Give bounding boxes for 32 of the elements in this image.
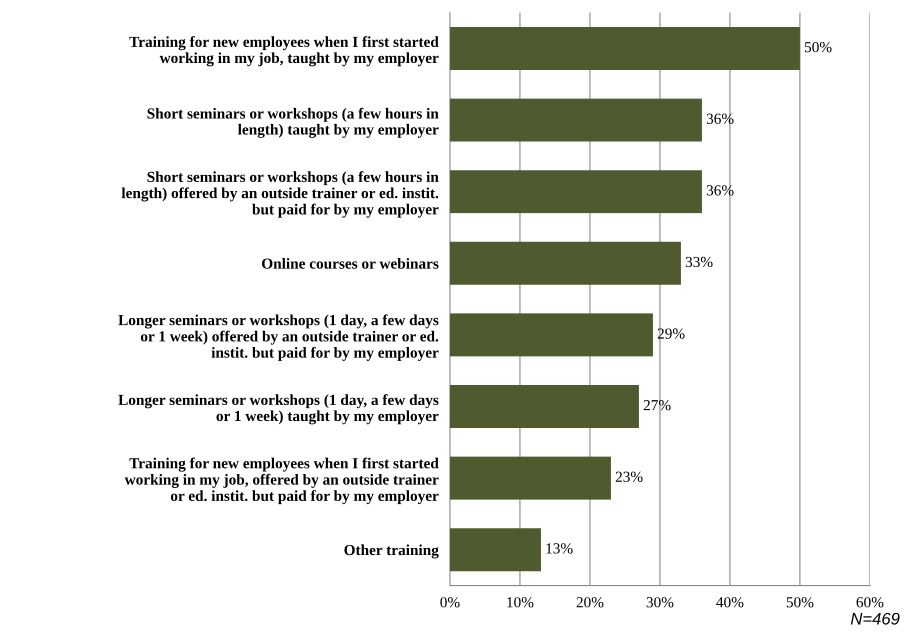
x-tick-label: 20% <box>576 597 604 608</box>
data-label: 50% <box>804 42 832 52</box>
x-tick-label: 40% <box>716 597 744 608</box>
x-tick-label: 30% <box>646 597 674 608</box>
data-label: 36% <box>706 185 734 196</box>
bar <box>450 456 611 500</box>
data-label: 13% <box>546 543 573 554</box>
x-tick-label: 10% <box>507 597 534 608</box>
bar <box>450 242 681 285</box>
y-tick-label: Short seminars or workshops (a few hours in length) offered by an outside trainer or ed. instit. but paid for by my employer <box>122 171 439 218</box>
data-label: 29% <box>658 328 685 339</box>
text: N=469 <box>850 612 900 625</box>
bar <box>450 98 702 142</box>
bar <box>450 26 800 70</box>
data-label: 33% <box>686 256 713 268</box>
bar <box>450 385 639 428</box>
y-tick-label: Other training <box>344 544 439 558</box>
y-tick-label: Short seminars or workshops (a few hours in length) taught by my employer <box>148 108 439 138</box>
bar <box>450 313 653 356</box>
y-tick-label: Training for new employees when I first started working in my job, offered by an outside trainer or ed. instit. but paid for by my employer <box>124 458 439 504</box>
data-label: 36% <box>706 114 734 124</box>
x-tick-label: 50% <box>786 597 814 608</box>
y-tick-label: Online courses or webinars <box>262 258 438 269</box>
x-tick-label: 60% <box>856 597 884 608</box>
y-tick-label: Longer seminars or workshops (1 day, a few days or 1 week) offered by an outside trainer or ed. instit. but paid for by my employer <box>118 314 439 361</box>
x-tick-label: 0% <box>440 597 460 608</box>
bar <box>450 170 702 214</box>
data-label: 27% <box>644 400 671 410</box>
y-tick-label: Longer seminars or workshops (1 day, a few days or 1 week) taught by my employer <box>118 394 439 424</box>
data-label: 23% <box>616 472 643 482</box>
bar <box>450 528 541 572</box>
y-tick-label: Training for new employees when I first started working in my job, taught by my employer <box>129 36 439 66</box>
